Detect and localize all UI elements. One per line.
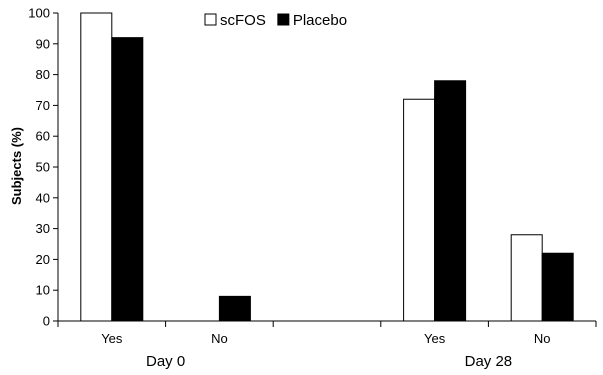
x-category-label: No: [534, 331, 551, 346]
y-tick-label: 50: [36, 160, 50, 175]
axes: [53, 12, 597, 327]
x-category-label: No: [211, 331, 228, 346]
y-tick-label: 70: [36, 98, 50, 113]
labels: 0 10 20 30 40 50 60 70 80 90 100 Yes No Yes No Day 0 Day…: [28, 6, 550, 371]
x-group-label: Day 28: [465, 353, 513, 370]
legend-swatch-placebo: [277, 13, 290, 26]
bar-scfos-0: [80, 12, 113, 322]
y-tick-label: 90: [36, 36, 50, 51]
y-tick-label: 30: [36, 221, 50, 236]
legend: scFOS Placebo: [204, 12, 347, 29]
bar-scfos-4: [510, 234, 543, 322]
x-category-label: Yes: [101, 331, 123, 346]
y-tick-label: 60: [36, 129, 50, 144]
x-category-label: Yes: [424, 331, 446, 346]
y-tick-label: 10: [36, 283, 50, 298]
legend-swatch-scfos: [204, 13, 217, 26]
bar-placebo-4: [541, 252, 574, 322]
bar-scfos-3: [403, 98, 436, 322]
legend-label-scfos: scFOS: [220, 12, 266, 29]
bar-placebo-3: [434, 80, 467, 322]
y-tick-label: 80: [36, 67, 50, 82]
bar-placebo-0: [111, 37, 144, 322]
bar-placebo-1: [218, 295, 251, 322]
y-axis-label: Subjects (%): [9, 127, 24, 205]
legend-label-placebo: Placebo: [293, 12, 347, 29]
y-tick-label: 40: [36, 190, 50, 205]
y-tick-label: 20: [36, 252, 50, 267]
y-tick-label: 0: [43, 314, 50, 329]
y-tick-label: 100: [28, 6, 50, 21]
bars: [80, 12, 574, 322]
x-group-label: Day 0: [146, 353, 185, 370]
